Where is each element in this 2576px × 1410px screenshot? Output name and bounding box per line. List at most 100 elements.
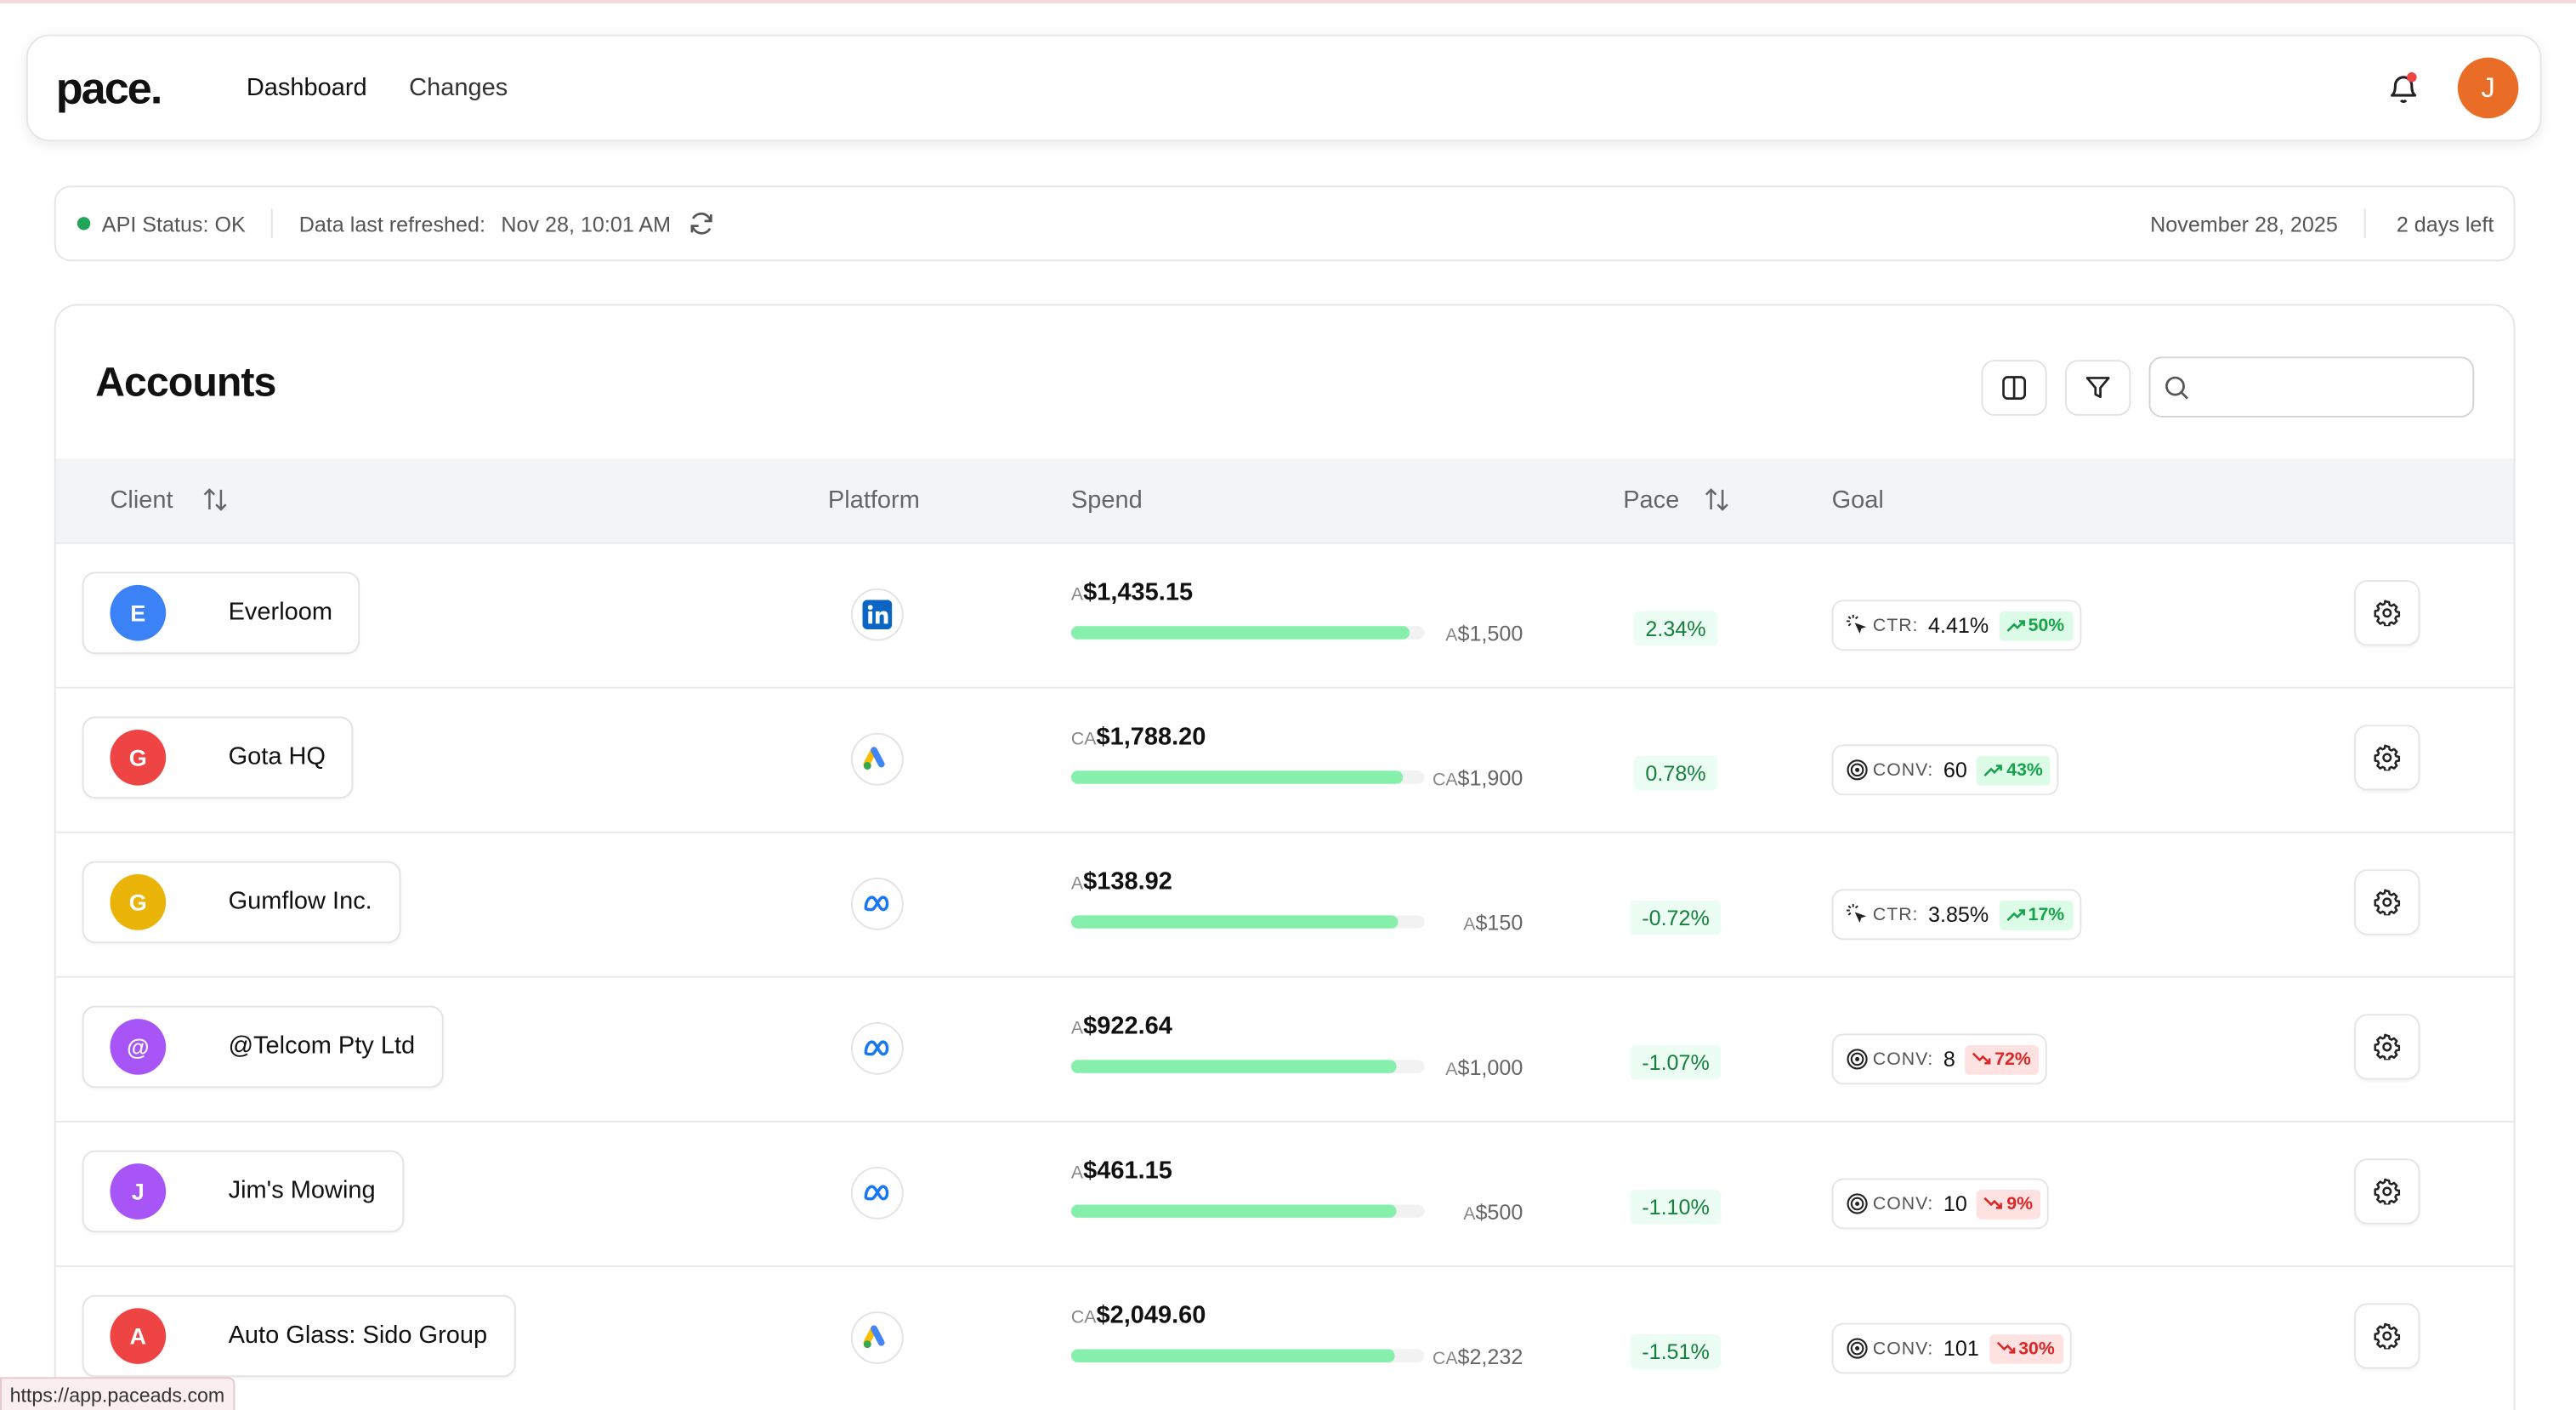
goal-chip: CTR: 3.85% 17% [1831,889,2081,941]
client-chip[interactable]: G Gota HQ [82,716,354,799]
client-name: Jim's Mowing [228,1176,376,1205]
currency-prefix: A [1070,874,1084,895]
change-badge: 9% [1977,1189,2041,1219]
spend-track [1070,1060,1425,1073]
budget-value: $1,000 [1457,1055,1523,1080]
budget: CA$2,232 [1433,1345,1523,1369]
search-input[interactable] [2148,356,2475,418]
spend-bar [1070,1060,1398,1073]
goal-label: CONV: [1872,1193,1934,1214]
goal-value: 101 [1943,1336,1979,1362]
goal-chip: CONV: 10 9% [1831,1178,2050,1230]
settings-button[interactable] [2354,1158,2420,1225]
goal-value: 3.85% [1928,901,1989,927]
table-row: J Jim's Mowing A$461.15 A$500 -1.10% CONV: 10 9… [55,1120,2514,1265]
status-url: https://app.paceads.com [0,1377,235,1410]
logo[interactable]: pace. [55,64,163,114]
sort-icon[interactable] [1704,486,1730,513]
goal-value: 8 [1943,1046,1955,1072]
filter-button[interactable] [2065,360,2131,416]
settings-button[interactable] [2354,725,2420,791]
trend-arrow [1972,1051,1991,1064]
trend-arrow [1984,1196,2003,1208]
pace-badge: -1.07% [1630,1045,1722,1080]
spend-amount: A$461.15 [1071,1157,1172,1185]
goal-value: 60 [1943,757,1967,782]
settings-button[interactable] [2354,580,2420,646]
client-avatar: E [110,584,167,641]
goal-icon [1847,1193,1868,1220]
goal-icon [1847,1049,1868,1075]
currency-prefix: A [1463,1204,1476,1225]
spend-track [1070,770,1425,784]
columns-button[interactable] [1981,360,2047,416]
settings-button[interactable] [2354,1014,2420,1080]
pace-badge: -1.51% [1630,1334,1722,1369]
budget-value: $500 [1475,1199,1523,1225]
column-header[interactable]: Client [110,486,173,515]
currency-prefix: CA [1432,770,1458,791]
goal-chip: CONV: 101 30% [1831,1322,2072,1374]
column-header[interactable]: Pace [1623,486,1680,515]
client-avatar: A [110,1308,167,1364]
spend-value: $138.92 [1083,867,1172,896]
client-chip[interactable]: G Gumflow Inc. [82,861,400,944]
goal-value: 10 [1943,1191,1967,1216]
sort-icon[interactable] [202,486,229,513]
goal-chip: CONV: 8 72% [1831,1033,2048,1085]
budget: A$500 [1463,1200,1523,1225]
client-chip[interactable]: A Auto Glass: Sido Group [82,1294,515,1378]
client-chip[interactable]: E Everloom [82,571,360,655]
settings-button[interactable] [2354,1303,2420,1369]
top-nav: pace. Dashboard Changes J [26,34,2542,142]
status-dot [77,217,91,230]
spend-amount: CA$1,788.20 [1071,723,1206,751]
goal-label: CONV: [1872,1338,1934,1359]
spend-amount: A$922.64 [1071,1012,1172,1040]
platform-icon [850,1167,904,1220]
client-avatar: J [110,1163,167,1220]
currency-prefix: CA [1070,1308,1097,1328]
client-name: Gumflow Inc. [228,887,372,916]
goal-label: CTR: [1872,904,1919,924]
table-header: Client Platform Spend Pace Goal [55,458,2514,543]
trend-arrow [2006,619,2025,631]
nav-link[interactable]: Dashboard [246,73,367,102]
platform-icon [850,588,904,641]
client-name: @Telcom Pty Ltd [228,1032,416,1060]
user-avatar[interactable]: J [2457,57,2519,119]
spend-track [1070,915,1425,929]
spend-bar [1070,770,1404,784]
currency-prefix: A [1445,1060,1458,1080]
client-name: Everloom [228,598,333,627]
table-row: G Gota HQ CA$1,788.20 CA$1,900 0.78% CONV: 60 4… [55,686,2514,832]
client-name: Auto Glass: Sido Group [228,1321,488,1350]
refresh-button[interactable] [689,210,715,236]
currency-prefix: A [1463,915,1476,935]
column-header: Spend [1070,486,1143,515]
days-left: 2 days left [2396,212,2494,237]
nav-link[interactable]: Changes [409,73,508,102]
goal-icon [1847,614,1868,641]
currency-prefix: A [1070,1019,1084,1039]
client-chip[interactable]: @ @Telcom Pty Ltd [82,1005,443,1089]
pace-badge: 2.34% [1633,611,1718,646]
column-header: Platform [827,486,920,515]
section-title: Accounts [95,360,276,407]
budget: A$1,000 [1445,1055,1523,1080]
client-chip[interactable]: J Jim's Mowing [82,1150,404,1233]
table-row: G Gumflow Inc. A$138.92 A$150 -0.72% CTR: 3.85… [55,831,2514,976]
trend-arrow [1984,764,2003,776]
goal-label: CONV: [1872,759,1934,780]
spend-amount: A$1,435.15 [1071,578,1193,606]
change-badge: 17% [1998,899,2073,930]
notification-bell[interactable] [2389,72,2419,105]
spend-track [1070,626,1425,640]
settings-button[interactable] [2354,869,2420,935]
spend-value: $461.15 [1083,1157,1172,1185]
client-name: Gota HQ [228,742,326,771]
goal-label: CONV: [1872,1049,1934,1070]
client-avatar: G [110,729,167,786]
spend-bar [1070,915,1399,929]
